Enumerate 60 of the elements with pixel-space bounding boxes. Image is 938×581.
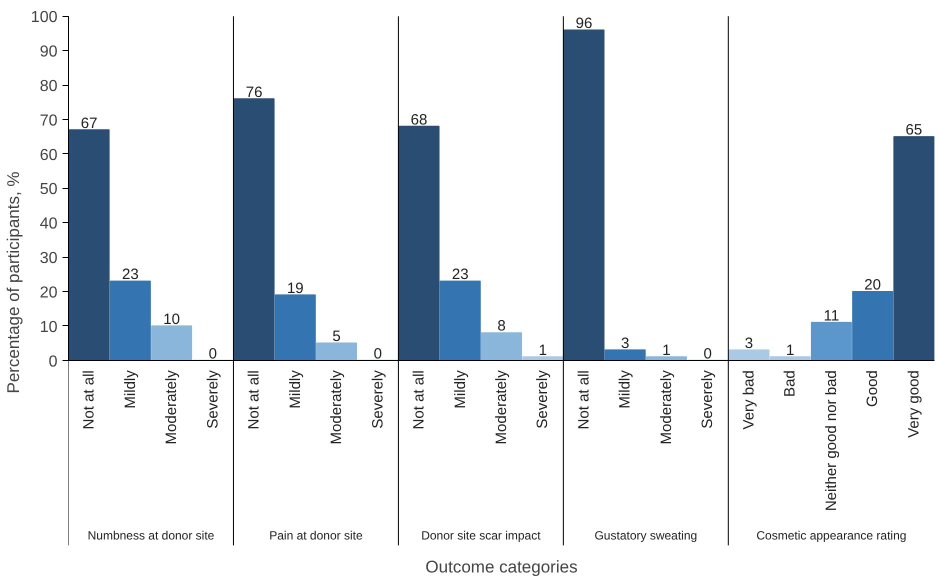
data-label: 20 bbox=[864, 276, 881, 294]
x-tick-label: Very good bbox=[905, 370, 922, 438]
y-tick-label: 70 bbox=[40, 112, 58, 130]
y-tick-label: 10 bbox=[40, 318, 58, 336]
x-tick-label: Not at all bbox=[575, 370, 592, 430]
text: Numbness at donor site bbox=[88, 528, 215, 542]
x-tick-label: Severely bbox=[204, 370, 222, 429]
y-tick-label: 50 bbox=[40, 181, 58, 198]
x-tick-label: Not at all bbox=[80, 370, 98, 430]
y-axis-title: Percentage of participants, % bbox=[4, 171, 23, 394]
data-label: 0 bbox=[704, 345, 712, 362]
data-label: 3 bbox=[621, 334, 630, 352]
x-tick-label: Severely bbox=[534, 370, 552, 429]
x-tick-label: Mildly bbox=[286, 370, 304, 409]
x-tick-label: Moderately bbox=[328, 370, 346, 444]
y-tick-label: 30 bbox=[40, 250, 58, 268]
data-label: 0 bbox=[374, 345, 382, 362]
data-label: 11 bbox=[824, 307, 840, 324]
data-label: 67 bbox=[80, 114, 98, 132]
x-tick-label: Not at all bbox=[246, 370, 263, 430]
data-label: 65 bbox=[906, 122, 922, 139]
x-tick-label: Moderately bbox=[493, 370, 510, 444]
x-tick-label: Severely bbox=[699, 370, 716, 429]
data-label: 23 bbox=[122, 266, 139, 284]
data-label: 19 bbox=[286, 280, 304, 297]
data-label: 0 bbox=[208, 345, 218, 362]
x-tick-label: Good bbox=[864, 370, 882, 407]
data-label: 5 bbox=[332, 328, 341, 346]
y-tick-label: 20 bbox=[40, 284, 58, 302]
text: Cosmetic appearance rating bbox=[756, 528, 906, 542]
data-label: 10 bbox=[163, 310, 180, 328]
y-tick-label: 60 bbox=[40, 146, 58, 164]
data-label: 76 bbox=[246, 84, 262, 101]
x-tick-label: Very bad bbox=[740, 370, 758, 430]
x-tick-label: Severely bbox=[369, 370, 386, 429]
text: Pain at donor site bbox=[269, 528, 363, 542]
data-label: 1 bbox=[538, 342, 547, 359]
y-tick-label: 100 bbox=[30, 9, 58, 26]
y-tick-label: 90 bbox=[40, 44, 58, 61]
data-label: 8 bbox=[497, 318, 506, 335]
data-label: 96 bbox=[576, 14, 592, 32]
data-label: 23 bbox=[452, 266, 469, 284]
x-tick-label: Moderately bbox=[658, 370, 675, 444]
y-tick-label: 40 bbox=[40, 216, 58, 233]
x-tick-label: Mildly bbox=[452, 370, 469, 409]
data-label: 1 bbox=[786, 342, 794, 359]
y-tick-label: 80 bbox=[40, 78, 58, 96]
text: Donor site scar impact bbox=[421, 528, 542, 542]
text: Gustatory sweating bbox=[594, 528, 698, 542]
data-label: 1 bbox=[662, 342, 671, 359]
x-axis-title: Outcome categories bbox=[425, 558, 578, 576]
x-tick-label: Mildly bbox=[122, 370, 139, 409]
data-label: 3 bbox=[744, 334, 754, 352]
x-tick-label: Neither good nor bad bbox=[822, 370, 840, 512]
y-tick-label: 0 bbox=[48, 353, 58, 370]
x-tick-label: Bad bbox=[782, 370, 799, 397]
x-tick-label: Mildly bbox=[616, 370, 634, 409]
x-tick-label: Not at all bbox=[410, 370, 428, 430]
x-tick-label: Moderately bbox=[163, 370, 180, 444]
data-label: 68 bbox=[410, 111, 428, 128]
